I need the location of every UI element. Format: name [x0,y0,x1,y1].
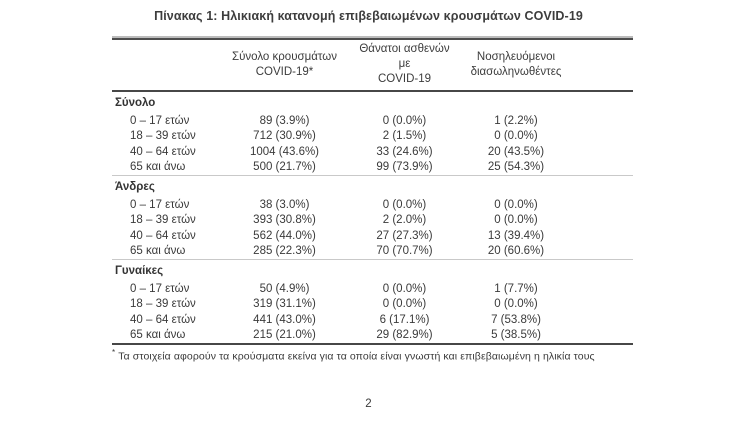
age-group-label: 65 και άνω [130,245,186,258]
header-bottom-rule [112,90,633,92]
column-header-line: COVID-19 [377,73,432,85]
cell-value: 20 (60.6%) [487,245,545,258]
age-group-label: 40 – 64 ετών [130,145,196,158]
table-row: 40 – 64 ετών 441 (43.0%) 6 (17.1%) 7 (53.8%… [112,312,633,328]
table-row: 65 και άνω 215 (21.0%) 29 (82.9%) 5 (38.5%) [112,328,633,344]
table-top-rule [112,36,633,40]
column-header-line: Θάνατοι ασθενών με [359,43,450,70]
column-header-total-cases: Σύνολο κρουσμάτων COVID-19* [217,50,352,80]
section-header-row: Γυναίκες [112,260,633,281]
column-header-deaths: Θάνατοι ασθενών με COVID-19 [352,42,457,87]
table-row: 40 – 64 ετών 1004 (43.6%) 33 (24.6%) 20 (43… [112,144,633,160]
column-header-line: διασωληνωθέντες [470,65,562,78]
age-group-label: 65 και άνω [130,161,186,174]
cell-value: 285 (22.3%) [253,245,316,258]
section-label: Άνδρες [115,180,155,193]
table-row: 0 – 17 ετών 50 (4.9%) 0 (0.0%) 1 (7.7%) [112,281,633,297]
table-title: Πίνακας 1: Ηλικιακή κατανομή επιβεβαιωμέ… [154,9,583,23]
table-row: 0 – 17 ετών 38 (3.0%) 0 (0.0%) 0 (0.0%) [112,197,633,213]
cell-value: 50 (4.9%) [259,282,310,295]
footnote: * Τα στοιχεία αφορούν τα κρούσματα εκείνα… [112,348,633,363]
cell-value: 70 (70.7%) [376,245,433,258]
section-header-row: Σύνολο [112,92,633,113]
table-row: 18 – 39 ετών 393 (30.8%) 2 (2.0%) 0 (0.0%) [112,213,633,229]
cell-value: 6 (17.1%) [379,313,430,326]
table-row: 0 – 17 ετών 89 (3.9%) 0 (0.0%) 1 (2.2%) [112,113,633,129]
age-group-label: 18 – 39 ετών [130,130,196,143]
cell-value: 0 (0.0%) [494,214,538,227]
cell-value: 500 (21.7%) [253,161,316,174]
table-bottom-rule [112,343,633,345]
cell-value: 0 (0.0%) [494,130,538,143]
document-page: Πίνακας 1: Ηλικιακή κατανομή επιβεβαιωμέ… [0,0,737,410]
cell-value: 1 (7.7%) [494,282,538,295]
section-header-row: Άνδρες [112,176,633,197]
footnote-text: Τα στοιχεία αφορούν τα κρούσματα εκείνα … [118,350,595,363]
cell-value: 99 (73.9%) [376,161,433,174]
cell-value: 27 (27.3%) [376,229,433,242]
cell-value: 13 (39.4%) [487,229,545,242]
cell-value: 0 (0.0%) [382,114,427,127]
table-body: Σύνολο 0 – 17 ετών 89 (3.9%) 0 (0.0%) 1 (2.2… [112,92,633,343]
cell-value: 1004 (43.6%) [249,145,320,158]
cell-value: 29 (82.9%) [376,329,433,342]
cell-value: 562 (44.0%) [253,229,316,242]
age-group-label: 40 – 64 ετών [130,313,196,326]
age-group-label: 0 – 17 ετών [130,114,190,127]
column-header-line: Σύνολο κρουσμάτων [232,50,337,63]
section-separator-rule [112,175,633,176]
table-row: 40 – 64 ετών 562 (44.0%) 27 (27.3%) 13 (39.… [112,228,633,244]
column-header-line: COVID-19* [255,65,314,78]
cell-value: 2 (2.0%) [382,214,427,227]
table-row: 18 – 39 ετών 319 (31.1%) 0 (0.0%) 0 (0.0%) [112,297,633,313]
cell-value: 5 (38.5%) [491,329,541,342]
age-group-label: 0 – 17 ετών [130,282,190,295]
table-header-row: Σύνολο κρουσμάτων COVID-19* Θάνατοι ασθε… [112,40,633,90]
page-number: 2 [365,398,372,410]
cell-value: 7 (53.8%) [491,313,541,326]
cell-value: 89 (3.9%) [259,114,310,127]
cell-value: 0 (0.0%) [382,298,427,311]
cell-value: 215 (21.0%) [253,329,316,342]
age-group-label: 40 – 64 ετών [130,229,196,242]
cell-value: 0 (0.0%) [494,298,538,311]
cell-value: 25 (54.3%) [487,161,545,174]
cell-value: 0 (0.0%) [382,198,427,211]
table-row: 65 και άνω 285 (22.3%) 70 (70.7%) 20 (60.6%… [112,244,633,260]
cell-value: 441 (43.0%) [253,313,316,326]
age-group-label: 65 και άνω [130,329,186,342]
cell-value: 38 (3.0%) [259,198,310,211]
age-group-label: 18 – 39 ετών [130,214,196,227]
column-header-line: Νοσηλευόμενοι [476,50,556,63]
cell-value: 0 (0.0%) [382,282,427,295]
table-row: 18 – 39 ετών 712 (30.9%) 2 (1.5%) 0 (0.0%) [112,129,633,145]
cell-value: 33 (24.6%) [376,145,433,158]
section-separator-rule [112,259,633,260]
age-group-label: 0 – 17 ετών [130,198,190,211]
footnote-marker: * [112,348,116,357]
cell-value: 712 (30.9%) [253,130,316,143]
cell-value: 0 (0.0%) [494,198,538,211]
section-label: Γυναίκες [115,264,164,277]
column-header-intubated: Νοσηλευόμενοι διασωληνωθέντες [457,50,575,80]
age-group-label: 18 – 39 ετών [130,298,196,311]
covid-age-distribution-table: Σύνολο κρουσμάτων COVID-19* Θάνατοι ασθε… [112,36,633,363]
cell-value: 2 (1.5%) [382,130,427,143]
cell-value: 319 (31.1%) [253,298,316,311]
cell-value: 1 (2.2%) [494,114,538,127]
cell-value: 393 (30.8%) [253,214,316,227]
table-row: 65 και άνω 500 (21.7%) 99 (73.9%) 25 (54.3%… [112,160,633,176]
section-label: Σύνολο [115,96,156,109]
cell-value: 20 (43.5%) [487,145,545,158]
